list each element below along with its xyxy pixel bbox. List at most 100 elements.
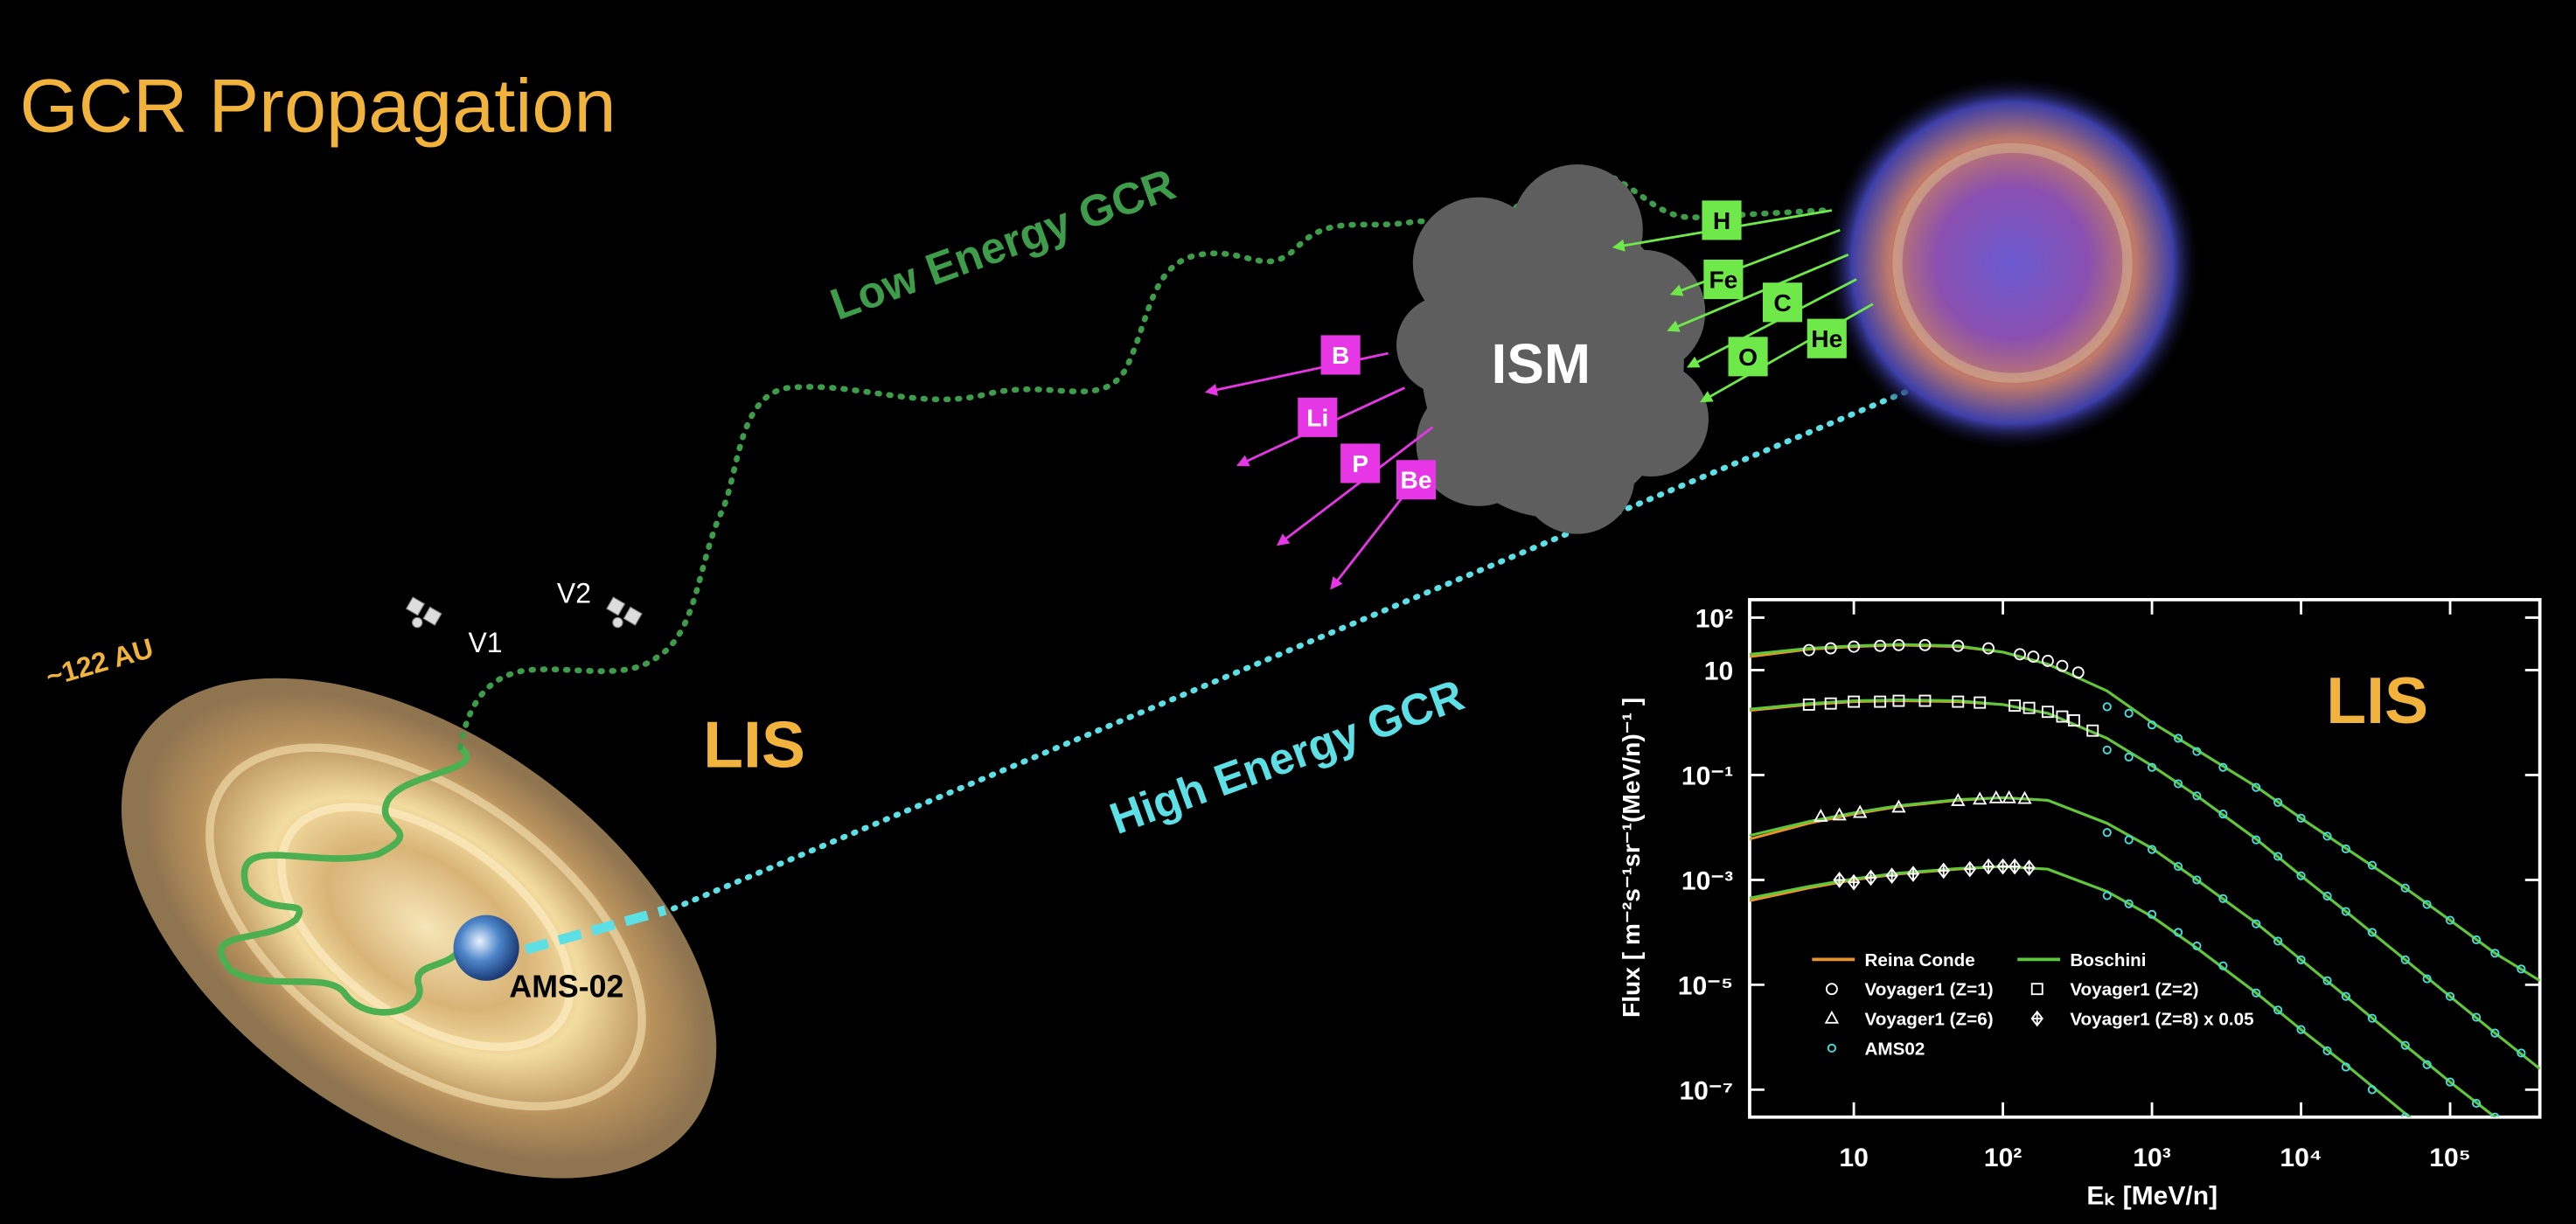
data-point [1996,858,2009,875]
primary-label: O [1738,343,1758,371]
data-point [2174,862,2183,872]
data-point [1802,698,1815,711]
legend-label: Voyager1 (Z=8) x 0.05 [2070,1010,2253,1030]
legend-label: Boschini [2070,950,2146,970]
high-energy-label: High Energy GCR [1104,670,1470,844]
data-point [2296,813,2306,823]
data-point [1847,873,1861,891]
chart-annotation: LIS [2326,664,2428,737]
ism-label: ISM [1492,332,1591,395]
x-tick-label: 10² [1984,1144,2022,1172]
data-point [2296,955,2306,964]
data-point [2023,701,2036,714]
data-point [2445,991,2455,1001]
data-point [2252,988,2261,998]
primary-label: He [1811,324,1842,352]
data-point [2148,762,2157,772]
data-point [2341,1062,2350,1072]
distance-label: ~122 AU [42,632,157,692]
y-axis-label: Flux [ m⁻²s⁻¹sr⁻¹(MeV/n)⁻¹ ] [1617,698,1645,1018]
data-point [1814,809,1828,822]
data-point [2252,835,2261,845]
data-point [2027,650,2040,664]
data-point [2218,810,2228,819]
data-point [2102,745,2112,755]
legend-label: Voyager1 (Z=6) [1864,1010,1993,1030]
data-point [2422,1060,2432,1069]
primary-label: H [1713,206,1730,234]
data-point [2322,831,2332,841]
data-point [1892,638,1905,651]
data-point [1906,866,1920,882]
data-point [2174,928,2183,937]
data-point [2148,845,2157,854]
data-point [2041,654,2054,667]
data-point [2252,919,2261,928]
data-point [2445,1077,2455,1087]
y-tick-label: 10⁻⁷ [1679,1077,1733,1106]
data-point [2192,747,2202,756]
data-point [2445,915,2455,925]
x-tick-label: 10⁵ [2429,1144,2471,1172]
data-point [2273,852,2283,861]
data-point [1833,872,1846,888]
data-point [2148,909,2157,919]
data-point [2102,702,2112,712]
y-tick-label: 10⁻⁵ [1678,972,1733,1001]
data-point [2014,648,2026,661]
data-point [2471,1098,2482,1109]
data-point [1891,799,1906,813]
y-tick-label: 10⁻³ [1681,867,1733,896]
data-point [2367,928,2377,937]
data-point [1848,695,1861,708]
data-point [2124,752,2134,762]
data-point [2041,706,2054,719]
y-tick-label: 10 [1704,657,1733,686]
voyager2 [606,596,643,629]
data-point [2148,720,2157,730]
data-point [1951,792,1966,806]
data-point [1918,694,1932,707]
data-point [2192,941,2202,951]
data-point [2471,1012,2482,1022]
high-energy-dash [524,905,667,955]
data-point [2296,871,2306,880]
lis-label: LIS [703,708,805,782]
data-point [1874,639,1887,652]
data-point [2367,1085,2377,1095]
data-point [2124,708,2134,718]
legend-marker [1827,1043,1836,1053]
data-point [1974,696,1987,709]
data-point [2218,894,2228,903]
data-point [2252,782,2261,792]
termination-path [218,745,470,1016]
data-point [1892,694,1905,707]
legend-label: Voyager1 (Z=1) [1864,980,1993,1000]
data-point [1864,869,1877,887]
x-tick-label: 10⁴ [2280,1144,2322,1172]
plot-area [1749,638,2540,1117]
data-point [2102,828,2112,838]
data-point [2067,713,2080,727]
model-curve [1749,643,2540,982]
data-point [2517,964,2526,974]
data-point [2192,791,2202,801]
data-point [2400,955,2410,964]
data-point [1918,638,1932,651]
legend-marker [2030,1010,2043,1027]
secondary-label: B [1332,341,1349,369]
data-point [2367,1013,2377,1023]
data-point [2322,1046,2332,1056]
y-tick-label: 10² [1695,605,1733,634]
v1-label: V1 [468,627,502,658]
data-point [1802,643,1815,657]
data-point [2400,883,2410,893]
legend-marker [1825,983,1838,996]
data-point [1824,697,1837,710]
data-point [1982,642,1995,655]
title: GCR Propagation [20,64,616,148]
data-point [1937,862,1950,880]
data-point [1832,807,1847,821]
data-point [2341,991,2350,1001]
secondary-label: Be [1401,466,1432,494]
